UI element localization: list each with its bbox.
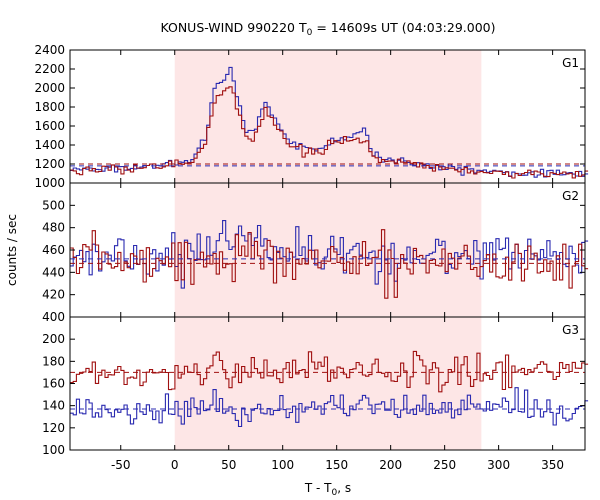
y-tick-label: 180: [42, 354, 65, 368]
y-tick-label: 160: [42, 377, 65, 391]
panel-label: G3: [562, 323, 579, 337]
shaded-interval: [174, 50, 482, 183]
y-tick-label: 120: [42, 421, 65, 435]
y-tick-label: 400: [42, 310, 65, 324]
chart-title: KONUS-WIND 990220 T0 = 14609s UT (04:03:…: [160, 20, 495, 38]
y-tick-label: 100: [42, 443, 65, 457]
x-tick-label: 50: [221, 458, 236, 472]
y-tick-label: 500: [42, 198, 65, 212]
series-blue: [70, 220, 589, 289]
y-tick-label: 2200: [34, 62, 65, 76]
panel-g1: 1000 1200 1400 1600 1800 2000 2200 2400 G1: [34, 43, 589, 190]
y-tick-label: 200: [42, 332, 65, 346]
x-axis-label: T - T0, s: [304, 481, 351, 498]
y-tick-label: 480: [42, 221, 65, 235]
y-tick-label: 1000: [34, 176, 65, 190]
y-tick-label: 140: [42, 399, 65, 413]
y-tick-label: 1200: [34, 157, 65, 171]
panel-g3: 100 120 140 160 180 200 G3: [42, 316, 589, 457]
y-axis-label: counts / sec: [5, 214, 19, 286]
y-tick-label: 460: [42, 243, 65, 257]
panel-label: G1: [562, 56, 579, 70]
series-blue: [70, 387, 589, 428]
y-tick-label: 1400: [34, 138, 65, 152]
series-red: [70, 229, 589, 299]
series-red: [70, 350, 589, 393]
y-tick-label: 1600: [34, 119, 65, 133]
x-axis-label-subscript: 0: [332, 488, 338, 498]
panels: 10001200140016001800200022002400G1400420…: [34, 43, 589, 472]
y-tick-label: 1800: [34, 100, 65, 114]
y-tick-label: 420: [42, 288, 65, 302]
x-tick-label: -50: [111, 458, 131, 472]
x-tick-label: 0: [171, 458, 179, 472]
x-tick-label: 250: [433, 458, 456, 472]
y-tick-label: 440: [42, 265, 65, 279]
y-tick-label: 2400: [34, 43, 65, 57]
x-tick-label: 100: [271, 458, 294, 472]
panel-label: G2: [562, 189, 579, 203]
x-tick-label: 350: [541, 458, 564, 472]
series-red: [70, 86, 589, 179]
x-tick-label: 150: [325, 458, 348, 472]
y-tick-label: 2000: [34, 81, 65, 95]
shaded-interval: [174, 317, 482, 450]
chart-title-subscript: 0: [307, 28, 313, 38]
x-tick-label: 200: [379, 458, 402, 472]
panel-g2: 400 420 440 460 480 500 G2: [42, 182, 589, 324]
x-tick-label: 300: [487, 458, 510, 472]
